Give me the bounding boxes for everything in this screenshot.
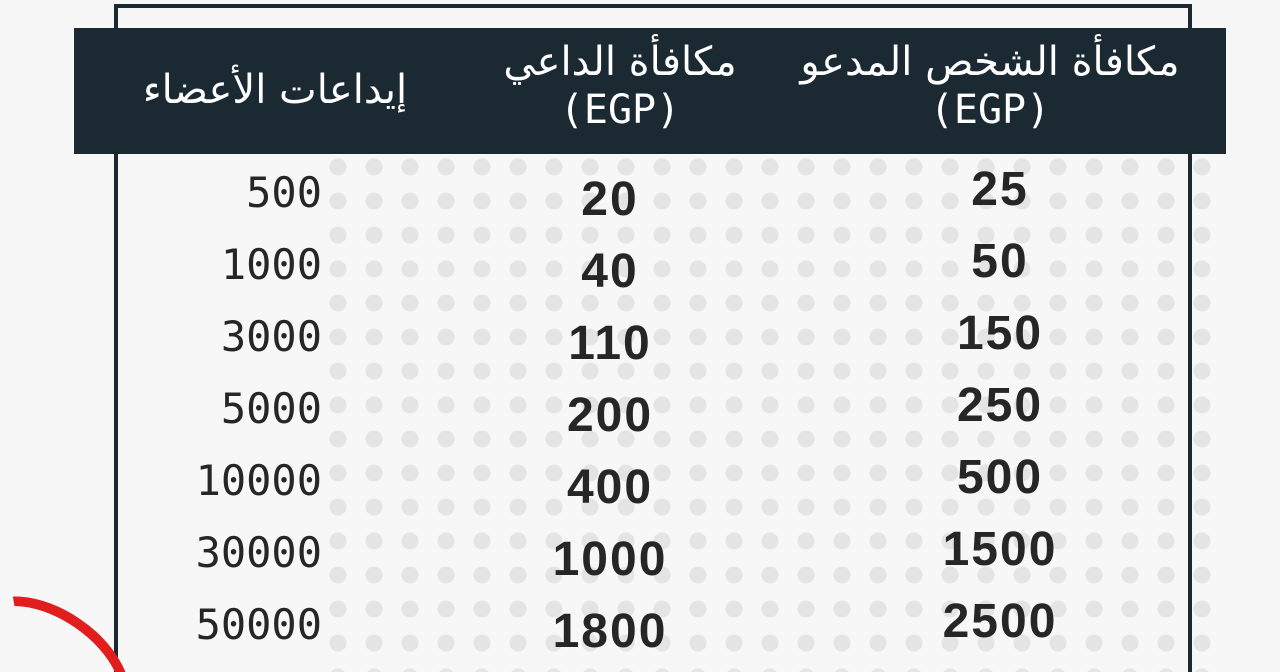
invited-reward-cell: 25 — [971, 163, 1029, 216]
invited-reward-cell: 50 — [971, 235, 1029, 288]
header-invited-reward-unit: (EGP) — [929, 87, 1051, 133]
table-row: 1000 40 50 — [0, 232, 1280, 304]
invited-reward-cell: 250 — [956, 379, 1044, 432]
inviter-reward-cell: 110 — [568, 317, 652, 370]
table-row: 500 20 25 — [0, 160, 1280, 232]
deposit-cell: 10000 — [195, 456, 322, 505]
header-invited-reward-label: مكافأة الشخص المدعو — [800, 39, 1180, 85]
header-member-deposits-label: إيداعات الأعضاء — [142, 67, 408, 113]
dot-pattern-background — [320, 150, 1220, 672]
inviter-reward-cell: 1800 — [552, 605, 668, 658]
table-row: 50000 1800 2500 — [0, 592, 1280, 664]
deposit-cell: 1000 — [220, 240, 322, 289]
deposit-cell: 3000 — [220, 312, 322, 361]
header-inviter-reward: مكافأة الداعي (EGP) — [470, 38, 770, 134]
inviter-reward-cell: 40 — [581, 245, 639, 298]
inviter-reward-cell: 1000 — [552, 533, 668, 586]
header-inviter-reward-unit: (EGP) — [559, 87, 681, 133]
deposit-cell: 5000 — [220, 384, 322, 433]
table-frame — [114, 4, 1192, 672]
invited-reward-cell: 1500 — [942, 523, 1058, 576]
invited-reward-cell: 150 — [956, 307, 1044, 360]
header-inviter-reward-label: مكافأة الداعي — [503, 39, 737, 85]
deposit-cell: 500 — [246, 168, 322, 217]
deposit-cell: 30000 — [195, 528, 322, 577]
table-row: 10000 400 500 — [0, 448, 1280, 520]
header-member-deposits: إيداعات الأعضاء — [110, 66, 440, 114]
deposit-cell: 50000 — [195, 600, 322, 649]
table-header — [74, 28, 1226, 154]
table-row: 30000 1000 1500 — [0, 520, 1280, 592]
inviter-reward-cell: 20 — [581, 173, 639, 226]
table-row: 5000 200 250 — [0, 376, 1280, 448]
inviter-reward-cell: 200 — [566, 389, 654, 442]
invited-reward-cell: 500 — [956, 451, 1044, 504]
inviter-reward-cell: 400 — [566, 461, 654, 514]
invited-reward-cell: 2500 — [942, 595, 1058, 648]
table-row: 3000 110 150 — [0, 304, 1280, 376]
header-invited-reward: مكافأة الشخص المدعو (EGP) — [780, 38, 1200, 134]
